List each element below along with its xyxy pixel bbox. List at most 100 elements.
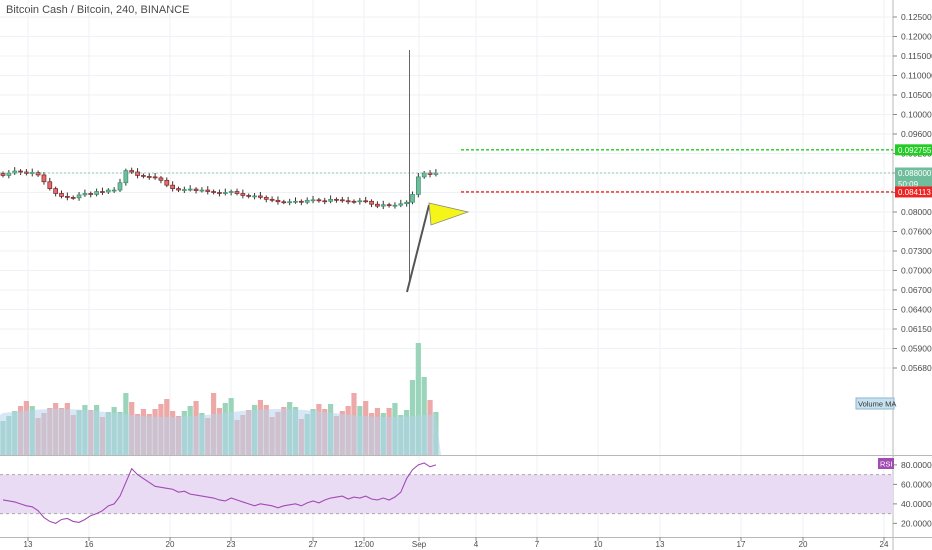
candle-down [375, 203, 380, 207]
candle-down [152, 176, 158, 179]
candle-up [293, 200, 298, 203]
rsi-label: RSI [880, 460, 893, 469]
candle-down [176, 188, 181, 191]
candle-up [187, 188, 193, 191]
candle-down [18, 170, 23, 173]
candle-down [164, 179, 170, 186]
chart-title: Bitcoin Cash / Bitcoin, 240, BINANCE [6, 4, 190, 16]
price-marker-last_price: 0.088000 [895, 167, 932, 179]
candle-up [228, 191, 234, 193]
candle-up [117, 182, 123, 191]
rsi-band [0, 474, 893, 514]
volume-bar [415, 343, 421, 455]
candle-down [345, 200, 351, 203]
time-tick-label: 27 [309, 540, 318, 549]
candle-down [386, 204, 392, 207]
time-tick-label: 16 [85, 540, 94, 549]
candle-up [392, 204, 398, 207]
time-tick-label: 24 [880, 540, 889, 549]
candle-down [193, 188, 199, 191]
candle-down [234, 191, 240, 194]
rsi-tick-label: 60.0000 [901, 479, 932, 489]
candle-down [351, 200, 357, 203]
candle-down [427, 172, 433, 175]
rsi-tag: RSI [878, 458, 894, 469]
candle-down [205, 189, 211, 192]
time-tick-label: 13 [656, 540, 665, 549]
price-marker-countdown: 50:09 [895, 178, 932, 190]
candle-down [275, 199, 281, 203]
candle-up [111, 189, 117, 192]
candle-down [158, 177, 164, 181]
candle-down [64, 196, 70, 198]
candle-up [421, 172, 427, 178]
rsi-tick-label: 80.0000 [901, 460, 932, 470]
candle-down [135, 171, 140, 176]
candle-down [53, 188, 59, 194]
volume-bars [0, 343, 441, 455]
price-tick-label: 0.056800 [901, 363, 932, 373]
candle-down [59, 193, 64, 197]
candle-up [398, 203, 404, 206]
candle-up [252, 195, 257, 198]
volume-ma-tag-bg [855, 397, 895, 410]
candle-up [416, 176, 421, 195]
candle-down [70, 197, 76, 199]
time-tick-label: 10 [594, 540, 603, 549]
time-tick-label: 23 [227, 540, 236, 549]
candle-down [339, 199, 345, 202]
price-marker-label: 0.092755 [898, 146, 932, 155]
rsi-line [2, 462, 437, 524]
candle-up [76, 194, 82, 199]
candle-up [404, 201, 409, 205]
candle-down [141, 175, 146, 177]
price-marker-bg [895, 178, 932, 190]
time-tick-label: 7 [535, 540, 540, 549]
volume-ma-tag: Volume MA [855, 397, 896, 410]
candle-down [47, 181, 53, 189]
price-marker-label: 0.088000 [898, 169, 932, 178]
candle-up [105, 189, 111, 193]
time-tick-label: 12:00 [354, 540, 375, 549]
rsi-pane [0, 462, 893, 524]
candle-up [222, 192, 228, 194]
rsi-tick-label: 40.0000 [901, 499, 932, 509]
candle-down [88, 193, 94, 195]
candle-down [146, 176, 152, 178]
candle-up [182, 189, 187, 191]
price-marker-label: 50:09 [898, 180, 919, 189]
flag-drawing [428, 202, 470, 226]
flagpole-drawing [406, 204, 430, 293]
candles [0, 167, 439, 210]
time-tick-label: 20 [166, 540, 175, 549]
candle-down [35, 172, 41, 176]
candle-up [328, 198, 333, 202]
candle-down [240, 193, 246, 196]
candle-down [258, 195, 263, 198]
price-marker-stop: 0.084113 [895, 186, 932, 198]
price-marker-bg [895, 144, 932, 156]
volume-ma-label: Volume MA [858, 400, 896, 409]
candle-down [100, 191, 105, 193]
grid [0, 0, 893, 538]
candle-down [369, 200, 374, 205]
price-marker-label: 0.084113 [898, 188, 931, 197]
candle-down [129, 170, 135, 173]
candle-down [41, 174, 47, 183]
price-marker-bg [895, 167, 932, 179]
candle-up [433, 172, 439, 175]
volume-ma-area [0, 409, 441, 455]
candle-up [357, 200, 363, 203]
candle-up [304, 199, 310, 203]
